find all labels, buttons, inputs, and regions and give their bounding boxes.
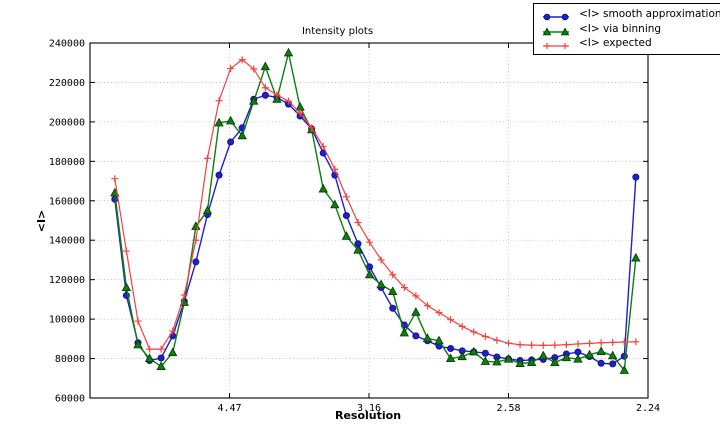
y-axis-label: <I> — [35, 209, 48, 233]
x-tick-label: 4.47 — [217, 403, 241, 414]
y-tick-label: 60000 — [55, 394, 85, 405]
y-tick-label: 80000 — [55, 354, 85, 365]
ticks: 240000 220000 200000 180000 160000 140000 1200… — [49, 39, 660, 415]
series-0 — [111, 91, 640, 368]
series-2 — [111, 56, 640, 353]
y-tick-label: 120000 — [49, 275, 85, 286]
y-tick-label: 140000 — [49, 236, 85, 247]
series-1 — [110, 47, 641, 374]
legend: <I> smooth approximation <I> via binning… — [533, 3, 720, 55]
y-tick-label: 100000 — [49, 315, 85, 326]
legend-marker-plus-icon — [541, 37, 571, 50]
legend-item-via-binning: <I> via binning — [541, 22, 720, 37]
legend-marker-circle-icon — [541, 8, 571, 21]
x-tick-label: 3.16 — [357, 403, 381, 414]
x-axis-label: Resolution — [334, 409, 402, 422]
chart-title: Intensity plots — [301, 26, 374, 37]
legend-item-smooth-approximation: <I> smooth approximation — [541, 7, 720, 22]
y-tick-label: 180000 — [49, 157, 85, 168]
legend-label: <I> expected — [579, 37, 652, 50]
y-tick-label: 240000 — [49, 39, 85, 50]
y-tick-label: 200000 — [49, 117, 85, 128]
legend-label: <I> smooth approximation — [579, 8, 720, 21]
y-tick-label: 160000 — [49, 196, 85, 207]
legend-label: <I> via binning — [579, 22, 662, 35]
legend-marker-triangle-icon — [541, 23, 571, 36]
x-tick-label: 2.58 — [496, 403, 520, 414]
legend-item-expected: <I> expected — [541, 36, 720, 51]
y-tick-label: 220000 — [49, 78, 85, 89]
x-tick-label: 2.24 — [636, 403, 660, 414]
